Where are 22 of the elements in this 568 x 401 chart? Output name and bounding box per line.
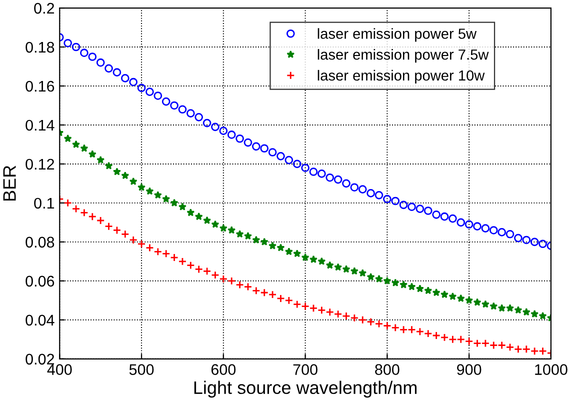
- legend-label: laser emission power 7.5w: [318, 49, 489, 63]
- y-tick-label: 0.06: [26, 276, 54, 287]
- y-tick-label: 0.16: [26, 80, 54, 92]
- x-axis-title: Light source wavelength/nm: [194, 380, 417, 398]
- x-tick-label: 700: [293, 364, 318, 375]
- y-tick-label: 0.08: [26, 236, 54, 248]
- y-axis-title: BER: [3, 166, 16, 201]
- y-tick-label: 0.2: [34, 2, 54, 14]
- y-tick-label: 0.12: [26, 158, 54, 170]
- legend-label: laser emission power 5w: [318, 28, 477, 42]
- legend-label: laser emission power 10w: [318, 70, 485, 84]
- x-tick-label: 600: [211, 364, 236, 375]
- x-tick-label: 500: [129, 364, 154, 375]
- y-tick-label: 0.18: [26, 42, 54, 53]
- x-tick-label: 400: [47, 364, 72, 375]
- y-tick-label: 0.04: [26, 314, 54, 326]
- y-tick-label: 0.02: [26, 354, 54, 365]
- x-tick-label: 900: [457, 364, 482, 375]
- x-tick-label: 800: [375, 364, 400, 375]
- y-tick-label: 0.1: [34, 198, 54, 209]
- x-tick-label: 1000: [535, 364, 568, 375]
- y-tick-label: 0.14: [26, 120, 54, 131]
